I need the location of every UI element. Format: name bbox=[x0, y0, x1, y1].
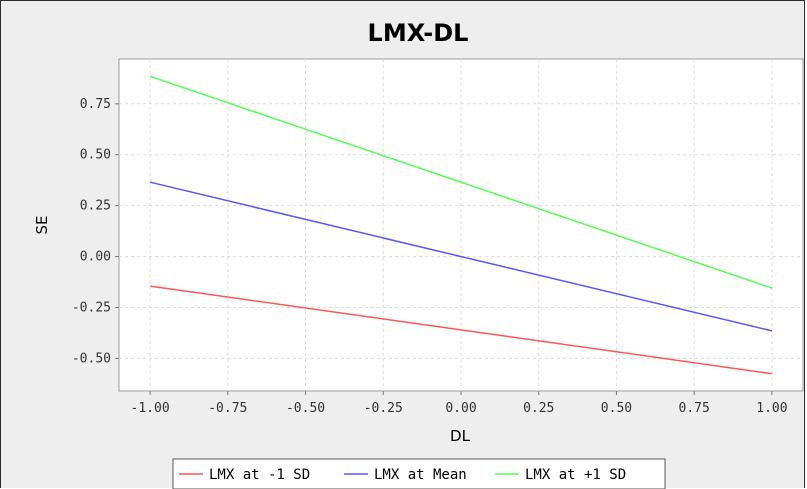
legend-label: LMX at +1 SD bbox=[525, 467, 626, 483]
x-axis-label: DL bbox=[450, 427, 471, 445]
x-tick-label: 0.25 bbox=[523, 401, 554, 416]
legend-items: LMX at -1 SD LMX at Mean LMX at +1 SD bbox=[179, 467, 626, 483]
x-tick-label: 0.00 bbox=[445, 401, 476, 416]
legend-box bbox=[172, 458, 666, 489]
x-tick-label: -1.00 bbox=[131, 401, 170, 416]
x-tick-label: -0.25 bbox=[364, 401, 403, 416]
series-line-1 bbox=[149, 285, 773, 375]
chart-title: LMX-DL bbox=[368, 19, 469, 47]
series-lines bbox=[149, 75, 773, 375]
series-line-3 bbox=[149, 75, 773, 289]
axis-ticks: -1.00 -0.75 -0.50 -0.25 0.00 0.25 0.50 0.75 1.00… bbox=[72, 97, 788, 416]
y-axis-label: SE bbox=[33, 216, 51, 235]
x-tick-label: -0.75 bbox=[208, 401, 247, 416]
legend: LMX at -1 SD LMX at Mean LMX at +1 SD bbox=[172, 458, 666, 489]
y-tick-label: 0.75 bbox=[80, 97, 111, 112]
x-tick-label: -0.50 bbox=[286, 401, 325, 416]
x-tick-label: 0.75 bbox=[679, 401, 710, 416]
y-tick-label: 0.50 bbox=[80, 148, 111, 163]
x-tick-label: 1.00 bbox=[756, 401, 787, 416]
y-tick-label: 0.25 bbox=[80, 199, 111, 214]
y-tick-label: -0.50 bbox=[72, 351, 111, 366]
y-tick-label: -0.25 bbox=[72, 300, 111, 315]
legend-label: LMX at -1 SD bbox=[209, 467, 310, 483]
x-tick-label: 0.50 bbox=[601, 401, 632, 416]
legend-label: LMX at Mean bbox=[374, 467, 467, 483]
y-tick-label: 0.00 bbox=[80, 250, 111, 265]
series-line-2 bbox=[149, 181, 773, 332]
